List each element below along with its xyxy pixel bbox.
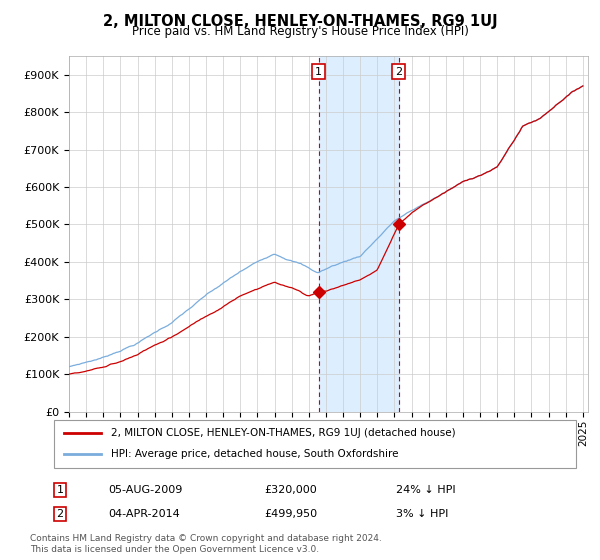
Text: This data is licensed under the Open Government Licence v3.0.: This data is licensed under the Open Gov… [30, 545, 319, 554]
Text: 2: 2 [395, 67, 402, 77]
Text: 2: 2 [56, 509, 64, 519]
Text: Price paid vs. HM Land Registry's House Price Index (HPI): Price paid vs. HM Land Registry's House … [131, 25, 469, 38]
Text: £499,950: £499,950 [264, 509, 317, 519]
Text: 3% ↓ HPI: 3% ↓ HPI [396, 509, 448, 519]
Text: 2, MILTON CLOSE, HENLEY-ON-THAMES, RG9 1UJ: 2, MILTON CLOSE, HENLEY-ON-THAMES, RG9 1… [103, 14, 497, 29]
Bar [319, 56, 399, 412]
Text: 1: 1 [315, 67, 322, 77]
Text: 24% ↓ HPI: 24% ↓ HPI [396, 485, 455, 495]
FancyBboxPatch shape [54, 420, 576, 468]
Text: Contains HM Land Registry data © Crown copyright and database right 2024.: Contains HM Land Registry data © Crown c… [30, 534, 382, 543]
Text: HPI: Average price, detached house, South Oxfordshire: HPI: Average price, detached house, Sout… [112, 449, 399, 459]
Text: 04-APR-2014: 04-APR-2014 [108, 509, 180, 519]
Text: £320,000: £320,000 [264, 485, 317, 495]
Text: 2, MILTON CLOSE, HENLEY-ON-THAMES, RG9 1UJ (detached house): 2, MILTON CLOSE, HENLEY-ON-THAMES, RG9 1… [112, 428, 456, 438]
Text: 1: 1 [56, 485, 64, 495]
Text: 05-AUG-2009: 05-AUG-2009 [108, 485, 182, 495]
